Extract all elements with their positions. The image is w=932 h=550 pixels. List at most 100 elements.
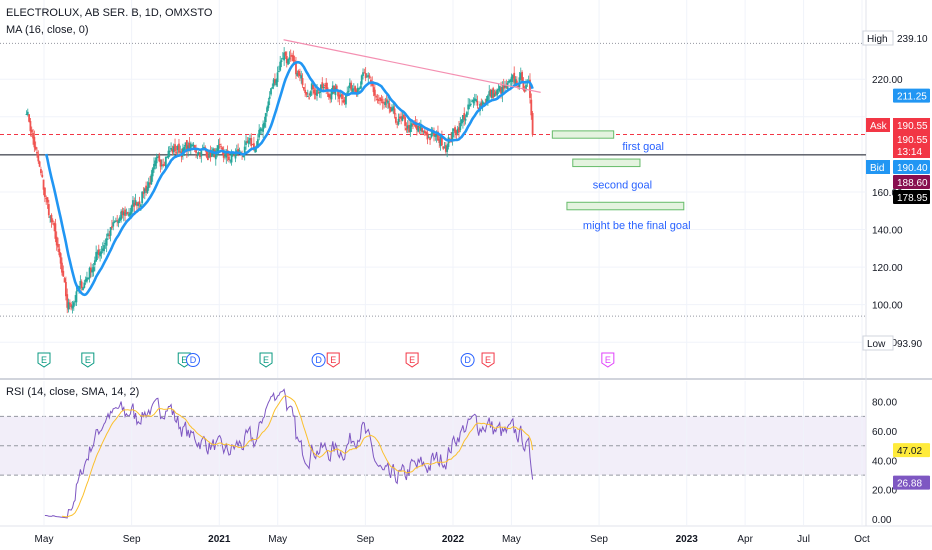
candle-body[interactable] bbox=[170, 148, 172, 150]
candle-body[interactable] bbox=[394, 117, 397, 123]
candle-body[interactable] bbox=[116, 220, 119, 222]
candle-body[interactable] bbox=[316, 89, 318, 96]
candle-body[interactable] bbox=[462, 115, 464, 123]
candle-body[interactable] bbox=[440, 136, 443, 146]
candle-body[interactable] bbox=[245, 141, 247, 145]
candle-body[interactable] bbox=[301, 78, 304, 86]
candle-body[interactable] bbox=[352, 88, 355, 90]
earnings-event-icon[interactable] bbox=[81, 352, 95, 368]
candle-body[interactable] bbox=[426, 132, 429, 140]
candle-body[interactable] bbox=[272, 79, 275, 87]
earnings-event-icon[interactable] bbox=[259, 352, 273, 368]
candle-body[interactable] bbox=[54, 223, 57, 239]
candle-body[interactable] bbox=[160, 165, 163, 167]
candle-body[interactable] bbox=[53, 222, 55, 226]
candle-body[interactable] bbox=[66, 294, 69, 308]
candle-body[interactable] bbox=[509, 79, 512, 82]
candle-body[interactable] bbox=[456, 128, 459, 134]
candle-body[interactable] bbox=[108, 234, 111, 236]
candle-body[interactable] bbox=[423, 130, 426, 134]
candle-body[interactable] bbox=[460, 119, 463, 124]
earnings-event-icon[interactable] bbox=[326, 352, 340, 368]
candle-body[interactable] bbox=[150, 174, 153, 185]
candle-body[interactable] bbox=[416, 125, 418, 130]
candle-body[interactable] bbox=[82, 287, 84, 291]
candle-body[interactable] bbox=[362, 72, 364, 76]
level-b-badge[interactable] bbox=[893, 190, 930, 204]
dividend-event-icon[interactable] bbox=[185, 353, 200, 367]
candle-body[interactable] bbox=[249, 138, 251, 141]
candle-body[interactable] bbox=[458, 127, 460, 133]
candle-body[interactable] bbox=[162, 164, 165, 166]
candle-body[interactable] bbox=[216, 148, 218, 154]
candle-body[interactable] bbox=[151, 168, 154, 177]
candle-body[interactable] bbox=[233, 154, 236, 156]
candle-body[interactable] bbox=[184, 142, 187, 147]
candle-body[interactable] bbox=[317, 92, 320, 94]
candle-body[interactable] bbox=[70, 304, 73, 308]
ma-line[interactable] bbox=[44, 60, 534, 297]
candle-body[interactable] bbox=[163, 164, 166, 166]
candle-body[interactable] bbox=[325, 82, 328, 90]
candle-body[interactable] bbox=[263, 122, 266, 127]
candle-body[interactable] bbox=[519, 72, 522, 81]
candle-body[interactable] bbox=[397, 118, 400, 125]
candle-body[interactable] bbox=[363, 72, 366, 74]
candle-body[interactable] bbox=[473, 98, 476, 101]
candle-body[interactable] bbox=[345, 95, 347, 105]
candle-body[interactable] bbox=[314, 92, 317, 95]
candle-body[interactable] bbox=[134, 200, 137, 206]
candle-body[interactable] bbox=[296, 72, 299, 76]
candle-body[interactable] bbox=[274, 78, 276, 84]
candle-body[interactable] bbox=[270, 88, 272, 95]
candle-body[interactable] bbox=[322, 87, 325, 89]
candle-body[interactable] bbox=[112, 222, 115, 227]
candle-body[interactable] bbox=[159, 159, 162, 167]
candle-body[interactable] bbox=[385, 99, 388, 102]
ask-price-badge[interactable] bbox=[893, 118, 930, 158]
candle-body[interactable] bbox=[25, 113, 28, 115]
candle-body[interactable] bbox=[175, 152, 178, 154]
candle-body[interactable] bbox=[267, 101, 270, 109]
candle-body[interactable] bbox=[141, 191, 144, 204]
candle-body[interactable] bbox=[465, 112, 468, 117]
candle-body[interactable] bbox=[164, 156, 167, 169]
candle-body[interactable] bbox=[327, 93, 330, 98]
candle-body[interactable] bbox=[155, 157, 158, 164]
candle-body[interactable] bbox=[126, 212, 129, 214]
candle-body[interactable] bbox=[529, 79, 531, 98]
candle-body[interactable] bbox=[356, 87, 359, 94]
candle-body[interactable] bbox=[502, 84, 505, 89]
candle-body[interactable] bbox=[67, 302, 70, 310]
candle-body[interactable] bbox=[113, 221, 116, 223]
candle-body[interactable] bbox=[291, 54, 293, 57]
candle-body[interactable] bbox=[145, 185, 148, 191]
candle-body[interactable] bbox=[405, 128, 408, 131]
candle-body[interactable] bbox=[92, 267, 95, 272]
candle-body[interactable] bbox=[139, 204, 142, 207]
candle-body[interactable] bbox=[492, 88, 495, 98]
candle-body[interactable] bbox=[531, 113, 534, 135]
bid-tag[interactable] bbox=[866, 160, 890, 174]
candle-body[interactable] bbox=[79, 280, 82, 286]
candle-body[interactable] bbox=[439, 136, 442, 146]
candle-body[interactable] bbox=[511, 75, 514, 79]
candle-body[interactable] bbox=[306, 96, 309, 98]
candle-body[interactable] bbox=[185, 140, 188, 152]
candle-body[interactable] bbox=[124, 209, 126, 216]
candle-body[interactable] bbox=[380, 98, 383, 102]
candle-body[interactable] bbox=[288, 57, 291, 60]
candle-body[interactable] bbox=[28, 114, 31, 122]
candle-body[interactable] bbox=[34, 146, 37, 150]
candle-body[interactable] bbox=[489, 89, 492, 97]
candle-body[interactable] bbox=[364, 73, 367, 79]
candle-body[interactable] bbox=[210, 153, 213, 157]
candle-body[interactable] bbox=[36, 151, 38, 154]
candle-body[interactable] bbox=[62, 270, 65, 277]
candle-body[interactable] bbox=[498, 86, 501, 92]
candle-body[interactable] bbox=[275, 79, 278, 86]
candle-body[interactable] bbox=[229, 159, 232, 161]
candle-body[interactable] bbox=[302, 87, 305, 90]
candle-body[interactable] bbox=[205, 150, 208, 157]
candle-body[interactable] bbox=[398, 116, 401, 119]
